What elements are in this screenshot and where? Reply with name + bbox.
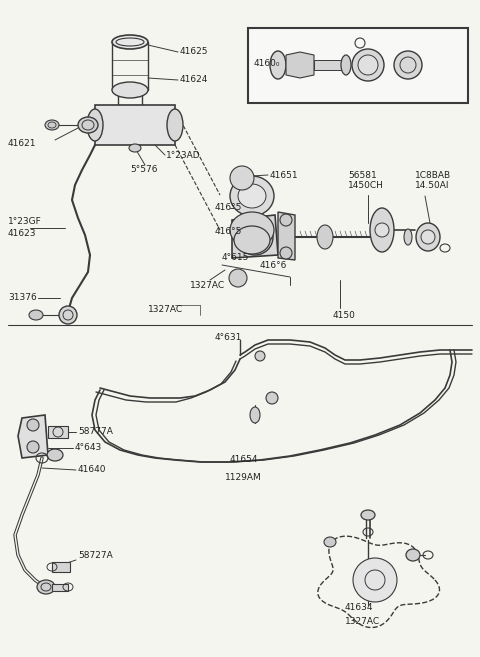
Text: 41623: 41623 xyxy=(8,229,36,238)
Ellipse shape xyxy=(129,144,141,152)
Ellipse shape xyxy=(45,120,59,130)
Polygon shape xyxy=(286,52,314,78)
Ellipse shape xyxy=(47,449,63,461)
Text: 41624: 41624 xyxy=(180,76,208,85)
Ellipse shape xyxy=(324,537,336,547)
Text: 58727A: 58727A xyxy=(78,551,113,560)
Ellipse shape xyxy=(352,49,384,81)
Ellipse shape xyxy=(416,223,440,251)
Bar xyxy=(48,426,68,438)
Ellipse shape xyxy=(280,247,292,259)
Ellipse shape xyxy=(394,51,422,79)
Text: 4°643: 4°643 xyxy=(75,443,102,453)
Text: 1°23AD: 1°23AD xyxy=(166,150,201,160)
Text: 1°23GF: 1°23GF xyxy=(8,217,42,227)
Ellipse shape xyxy=(255,351,265,361)
Ellipse shape xyxy=(250,407,260,423)
Ellipse shape xyxy=(317,225,333,249)
Text: 41634: 41634 xyxy=(345,604,373,612)
Text: 1450CH: 1450CH xyxy=(348,181,384,191)
Text: 1327AC: 1327AC xyxy=(345,618,380,627)
Ellipse shape xyxy=(370,208,394,252)
Text: 56581: 56581 xyxy=(348,171,377,179)
Ellipse shape xyxy=(27,419,39,431)
Ellipse shape xyxy=(87,109,103,141)
Polygon shape xyxy=(18,415,48,458)
Text: 41651: 41651 xyxy=(270,171,299,179)
Ellipse shape xyxy=(361,510,375,520)
Ellipse shape xyxy=(404,229,412,245)
Text: 41625: 41625 xyxy=(180,47,208,57)
Ellipse shape xyxy=(406,549,420,561)
Text: 5°576: 5°576 xyxy=(130,166,157,175)
Ellipse shape xyxy=(78,117,98,133)
Ellipse shape xyxy=(280,214,292,226)
Text: 41654: 41654 xyxy=(230,455,259,464)
Ellipse shape xyxy=(237,219,273,255)
Text: 1129AM: 1129AM xyxy=(225,474,262,482)
Bar xyxy=(314,60,344,70)
Ellipse shape xyxy=(230,212,274,248)
Text: 31376: 31376 xyxy=(8,294,37,302)
Text: 416°5: 416°5 xyxy=(215,227,242,237)
Ellipse shape xyxy=(245,227,265,247)
Ellipse shape xyxy=(353,558,397,602)
Text: 41621: 41621 xyxy=(8,139,36,148)
Text: 4°631: 4°631 xyxy=(214,332,242,342)
Polygon shape xyxy=(232,215,278,258)
Ellipse shape xyxy=(234,226,270,254)
Text: 1327AC: 1327AC xyxy=(148,306,183,315)
Bar xyxy=(52,584,68,591)
Ellipse shape xyxy=(238,184,266,208)
Ellipse shape xyxy=(112,35,148,49)
Text: 416°6: 416°6 xyxy=(260,260,288,269)
Text: 4160₀: 4160₀ xyxy=(254,58,280,68)
Ellipse shape xyxy=(167,109,183,141)
Text: 416°5: 416°5 xyxy=(215,204,242,212)
Text: 1327AC: 1327AC xyxy=(190,281,225,290)
Ellipse shape xyxy=(230,176,274,216)
Bar xyxy=(95,105,175,145)
Ellipse shape xyxy=(266,392,278,404)
Ellipse shape xyxy=(230,166,254,190)
Text: 4°615: 4°615 xyxy=(222,254,250,263)
Ellipse shape xyxy=(358,55,378,75)
Ellipse shape xyxy=(112,82,148,98)
Ellipse shape xyxy=(37,580,55,594)
Ellipse shape xyxy=(229,269,247,287)
Polygon shape xyxy=(278,212,295,260)
Ellipse shape xyxy=(59,306,77,324)
Ellipse shape xyxy=(421,230,435,244)
Text: 14.50AI: 14.50AI xyxy=(415,181,449,191)
Ellipse shape xyxy=(27,441,39,453)
Ellipse shape xyxy=(29,310,43,320)
Text: 1C8BAB: 1C8BAB xyxy=(415,171,451,179)
Text: 4150: 4150 xyxy=(333,311,356,319)
Text: 41640: 41640 xyxy=(78,466,107,474)
Ellipse shape xyxy=(270,51,286,79)
Bar xyxy=(52,562,70,572)
Text: 58777A: 58777A xyxy=(78,428,113,436)
Ellipse shape xyxy=(341,55,351,75)
Bar xyxy=(248,28,468,103)
Ellipse shape xyxy=(375,223,389,237)
